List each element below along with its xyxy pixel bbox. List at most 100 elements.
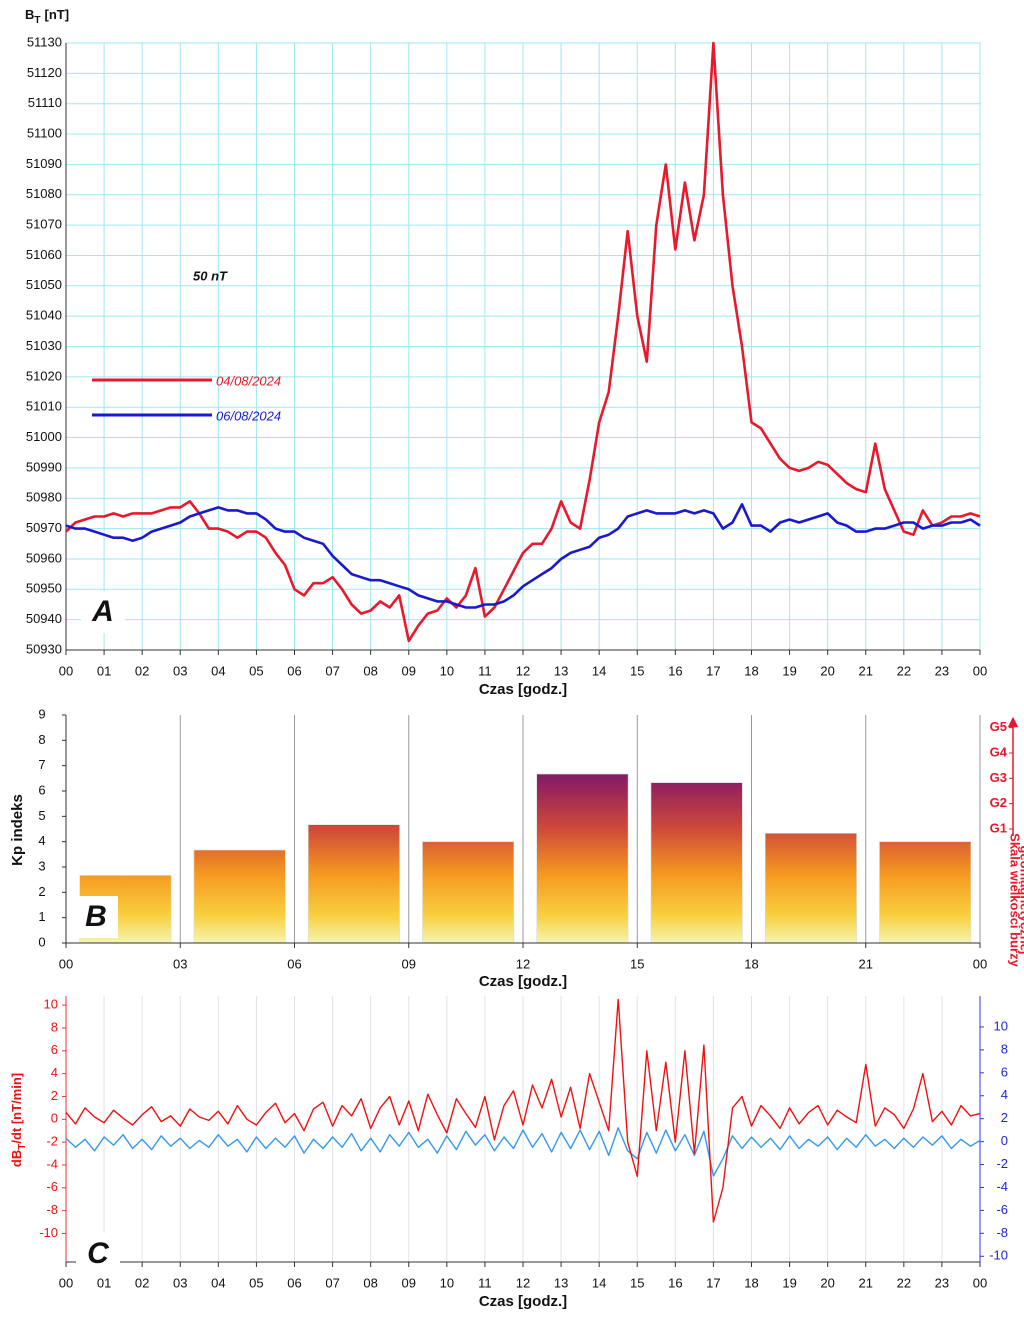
y2-tick-label: 8 (1001, 1041, 1008, 1056)
y2-axis-label: geomagnetycznej (1018, 845, 1024, 954)
x-tick-label: 18 (744, 956, 758, 971)
x-tick-label: 23 (935, 663, 949, 678)
y-tick-label: 6 (38, 782, 45, 797)
y-axis-label: Kp indeks (9, 794, 26, 866)
legend-label: 04/08/2024 (216, 373, 281, 388)
x-tick-label: 03 (173, 956, 187, 971)
y-tick-label: -2 (46, 1134, 58, 1149)
y-tick-label: 0 (38, 934, 45, 949)
x-tick-label: 04 (211, 1275, 225, 1290)
x-tick-label: 20 (820, 1275, 834, 1290)
x-tick-label: 00 (973, 663, 987, 678)
x-tick-label: 12 (516, 956, 530, 971)
bar (307, 824, 400, 944)
x-tick-label: 09 (402, 1275, 416, 1290)
y-tick-label: 51020 (26, 368, 62, 383)
y-tick-label: 6 (51, 1042, 58, 1057)
x-tick-label: 06 (287, 956, 301, 971)
label-sub: T (17, 1144, 28, 1150)
y-tick-label: -8 (46, 1202, 58, 1217)
legend-label: 06/08/2024 (216, 408, 281, 423)
y-axis-label: BT [nT] (25, 7, 69, 25)
data-line (65, 998, 981, 1223)
data-line (65, 1127, 981, 1177)
y-tick-label: 51130 (27, 34, 62, 49)
x-tick-label: 14 (592, 1275, 606, 1290)
label-main: dB (9, 1150, 24, 1167)
y-tick-label: -10 (39, 1225, 58, 1240)
x-tick-label: 10 (440, 663, 454, 678)
y-tick-label: 10 (44, 997, 58, 1012)
panel-label-bg (81, 591, 125, 633)
x-tick-label: 12 (516, 663, 530, 678)
bar (536, 773, 629, 944)
y-tick-label: 51100 (27, 125, 62, 140)
x-axis-label: Czas [godz.] (479, 1293, 567, 1310)
y2-tick-label: -8 (996, 1225, 1008, 1240)
bar (879, 841, 972, 944)
x-tick-label: 08 (363, 663, 377, 678)
y2-tick-label: 0 (1001, 1133, 1008, 1148)
y-tick-label: 4 (51, 1065, 58, 1080)
y-tick-label: 50940 (26, 611, 62, 626)
label-rest: /dt [nT/min] (9, 1073, 24, 1144)
panel-label: C (87, 1237, 110, 1270)
x-tick-label: 22 (897, 1275, 911, 1290)
y-tick-label: 1 (38, 909, 45, 924)
x-tick-label: 14 (592, 663, 606, 678)
x-tick-label: 16 (668, 1275, 682, 1290)
x-tick-label: 21 (859, 663, 873, 678)
x-tick-label: 02 (135, 663, 149, 678)
y-tick-label: 5 (38, 808, 45, 823)
x-tick-label: 19 (782, 1275, 796, 1290)
y2-tick-label: G4 (990, 744, 1008, 759)
x-axis-label: Czas [godz.] (479, 681, 567, 698)
y-tick-label: 51120 (27, 65, 62, 80)
panel-label: A (91, 595, 114, 628)
y2-tick-label: 2 (1001, 1110, 1008, 1125)
y-axis-label: dBT/dt [nT/min] (9, 1073, 27, 1167)
x-tick-label: 22 (897, 663, 911, 678)
x-tick-label: 05 (249, 1275, 263, 1290)
y2-tick-label: -4 (996, 1179, 1008, 1194)
x-tick-label: 03 (173, 663, 187, 678)
y-tick-label: 50960 (26, 550, 62, 565)
x-tick-label: 09 (402, 956, 416, 971)
data-line (65, 503, 981, 609)
y-tick-label: 8 (38, 732, 45, 747)
label-rest: [nT] (45, 7, 70, 22)
x-tick-label: 11 (478, 1275, 492, 1290)
x-tick-label: 18 (744, 663, 758, 678)
y-tick-label: 51070 (26, 217, 62, 232)
y2-tick-label: G3 (990, 770, 1007, 785)
label-sub: T (34, 15, 40, 26)
x-tick-label: 07 (325, 1275, 339, 1290)
y2-tick-label: 6 (1001, 1064, 1008, 1079)
x-tick-label: 00 (59, 663, 73, 678)
y2-tick-label: G2 (990, 795, 1007, 810)
y-tick-label: 51030 (26, 338, 62, 353)
y-tick-label: 50930 (26, 641, 62, 656)
bar (650, 782, 743, 944)
y-tick-label: 51050 (26, 277, 62, 292)
bar (193, 849, 286, 944)
x-tick-label: 06 (287, 1275, 301, 1290)
y-tick-label: 51010 (26, 399, 62, 414)
x-tick-label: 15 (630, 1275, 644, 1290)
y-tick-label: 8 (51, 1019, 58, 1034)
y2-tick-label: -2 (996, 1156, 1008, 1171)
annotation: 50 nT (193, 268, 228, 283)
x-tick-label: 20 (820, 663, 834, 678)
y-tick-label: 2 (38, 884, 45, 899)
x-tick-label: 00 (973, 956, 987, 971)
y-tick-label: 50980 (26, 490, 62, 505)
x-tick-label: 05 (249, 663, 263, 678)
x-tick-label: 21 (859, 956, 873, 971)
y-tick-label: 2 (51, 1088, 58, 1103)
y-tick-label: 3 (38, 858, 45, 873)
x-tick-label: 01 (97, 1275, 111, 1290)
x-tick-label: 15 (630, 663, 644, 678)
panel-label-bg (74, 896, 118, 938)
label-main: B (25, 7, 34, 22)
x-tick-label: 01 (97, 663, 111, 678)
